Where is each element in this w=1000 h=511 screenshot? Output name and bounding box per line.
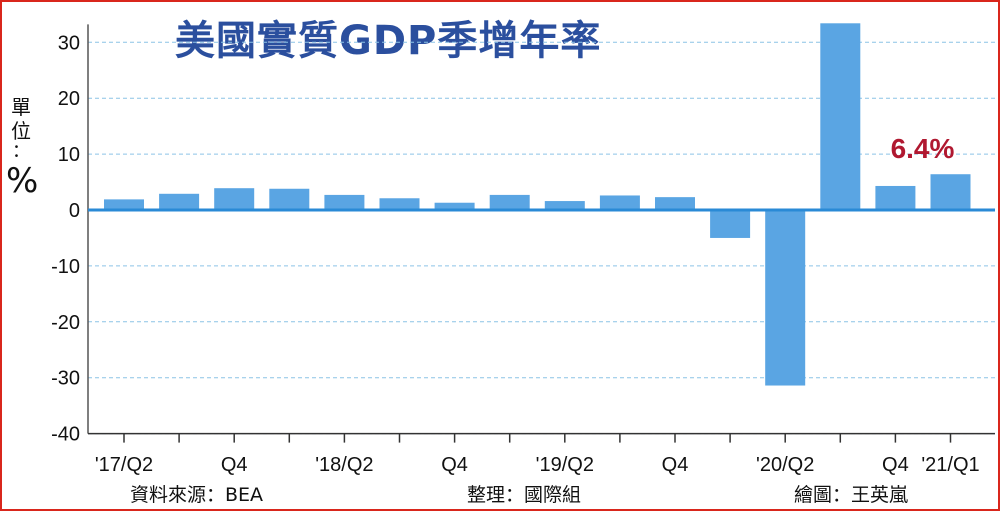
y-tick-label: -10 [51,256,80,278]
source-credit: 資料來源：BEA [130,484,264,506]
bar-13 [765,210,806,386]
chart-title: 美國實質GDP季增年率 [175,18,602,64]
y-tick-label: -20 [51,312,80,334]
bar-8 [489,194,530,210]
unit-colon: ： [12,141,30,162]
value-callout: 6.4% [891,133,955,164]
x-tick-label: '17/Q2 [95,454,153,476]
unit-text: 單位 [11,95,31,143]
x-tick-label: '21/Q1 [921,454,979,476]
x-tick-label: '20/Q2 [756,454,814,476]
bar-10 [599,195,640,210]
y-tick-label: 20 [58,88,80,110]
x-tick-label: Q4 [882,454,909,476]
bar-2 [159,193,200,210]
bar-14 [820,23,861,210]
illustration-credit: 繪圖：王英嵐 [794,484,909,506]
unit-symbol: % [6,161,39,201]
x-tick-label: '19/Q2 [536,454,594,476]
y-tick-label: -40 [51,424,80,446]
bar-6 [379,198,420,210]
bar-9 [544,201,585,210]
bar-15 [875,185,916,210]
bar-5 [324,194,365,210]
bar-16 [930,174,971,210]
x-tick-label: Q4 [221,454,248,476]
bar-12 [710,210,751,238]
bar-11 [655,197,695,210]
bar-3 [214,188,255,210]
y-tick-label: -30 [51,368,80,390]
y-tick-label: 0 [69,200,80,222]
compiled-credit: 整理：國際組 [467,484,582,506]
x-tick-label: '18/Q2 [315,454,373,476]
y-tick-label: 10 [58,144,80,166]
y-tick-label: 30 [58,32,80,54]
x-tick-label: Q4 [662,454,689,476]
bar-4 [269,188,310,210]
bar-1 [104,199,144,210]
y-axis-unit-label: 單位 ： % [6,95,39,201]
bar-7 [434,202,475,210]
x-tick-label: Q4 [441,454,468,476]
